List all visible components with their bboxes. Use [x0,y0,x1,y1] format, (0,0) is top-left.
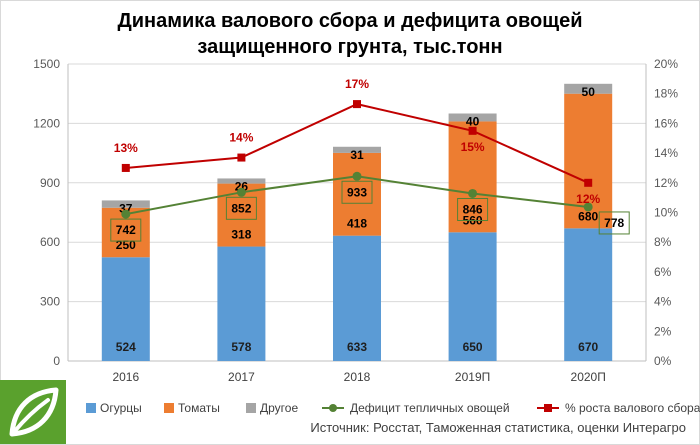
deficit-value-label: 742 [116,223,136,237]
x-tick-label: 2019П [455,370,490,384]
y-left-tick-label: 600 [40,235,60,249]
y-left-tick-label: 300 [40,295,60,309]
growth-value-label: 13% [114,141,138,155]
bar-1 [101,257,150,361]
bar-value-label: 578 [231,340,251,354]
deficit-point [121,209,131,219]
deficit-value-label: 846 [463,202,483,216]
legend-label-4: Дефицит тепличных овощей [350,401,510,415]
y-right-tick-label: 8% [654,235,672,249]
chart-title-line-1: Динамика валового сбора и дефицита овоще… [117,10,583,32]
deficit-point [468,188,478,198]
growth-value-label: 15% [461,140,485,154]
legend-swatch-1 [86,403,96,413]
bar-3 [333,146,381,153]
growth-value-label: 17% [345,77,369,91]
legend-label-1: Огурцы [100,401,142,415]
growth-point [237,153,246,162]
legend-swatch-2 [164,403,174,413]
bar-3 [448,113,497,122]
deficit-label-box [341,180,373,204]
y-right-tick-label: 12% [654,176,678,190]
legend-marker-5 [544,404,552,412]
x-tick-label: 2017 [228,370,255,384]
source-note: Источник: Росстат, Таможенная статистика… [310,420,686,435]
growth-point [584,178,593,187]
y-right-tick-label: 6% [654,265,672,279]
bar-3 [217,178,266,184]
deficit-point [352,171,362,181]
bar-value-label: 633 [347,340,367,354]
bar-value-label: 418 [347,217,367,231]
y-right-tick-label: 2% [654,324,672,338]
deficit-label-box [110,218,142,242]
y-left-tick-label: 1200 [33,116,60,130]
bar-value-label: 31 [350,148,364,162]
y-right-tick-label: 4% [654,295,672,309]
bar-3 [564,83,613,94]
y-right-tick-label: 18% [654,87,678,101]
y-left-tick-label: 0 [53,354,60,368]
bar-1 [564,228,613,361]
deficit-label-box [225,196,257,220]
bar-1 [448,232,497,361]
growth-point [121,163,130,172]
bar-value-label: 650 [463,340,483,354]
chart-title-line-2: защищенного грунта, тыс.тонн [197,36,503,58]
legend-label-2: Томаты [178,401,220,415]
y-right-tick-label: 10% [654,206,678,220]
bar-2 [333,152,381,236]
y-left-tick-label: 900 [40,176,60,190]
x-tick-label: 2016 [112,370,139,384]
y-right-tick-label: 14% [654,146,678,160]
bar-value-label: 40 [466,115,480,129]
deficit-point [236,187,246,197]
leaf-logo [0,380,66,444]
growth-point [468,126,477,135]
legend-label-5: % роста валового сбора [565,401,700,415]
deficit-value-label: 933 [347,185,367,199]
bar-value-label: 680 [578,209,598,223]
bar-2 [448,121,497,233]
growth-value-label: 12% [576,192,600,206]
bar-value-label: 670 [578,340,598,354]
growth-point [353,100,361,109]
bar-value-label: 524 [116,340,136,354]
bar-value-label: 50 [582,85,596,99]
legend-swatch-3 [246,403,256,413]
chart-title: Динамика валового сбора и дефицита овоще… [0,8,700,60]
bar-1 [217,246,266,361]
deficit-value-label: 778 [604,216,624,230]
deficit-value-label: 852 [231,201,251,215]
deficit-label-box [598,211,630,235]
legend-label-3: Другое [260,401,298,415]
y-right-tick-label: 16% [654,116,678,130]
bar-value-label: 250 [116,238,136,252]
y-right-tick-label: 20% [654,57,678,71]
deficit-label-box [457,197,489,221]
growth-value-label: 14% [229,131,253,145]
deficit-point [583,202,593,212]
x-tick-label: 2020П [571,370,606,384]
x-tick-label: 2018 [344,370,371,384]
y-left-tick-label: 1500 [33,57,60,71]
bar-3 [101,200,150,208]
bar-1 [333,235,381,361]
legend-marker-4 [329,404,337,412]
bar-value-label: 318 [231,228,251,242]
y-right-tick-label: 0% [654,354,672,368]
